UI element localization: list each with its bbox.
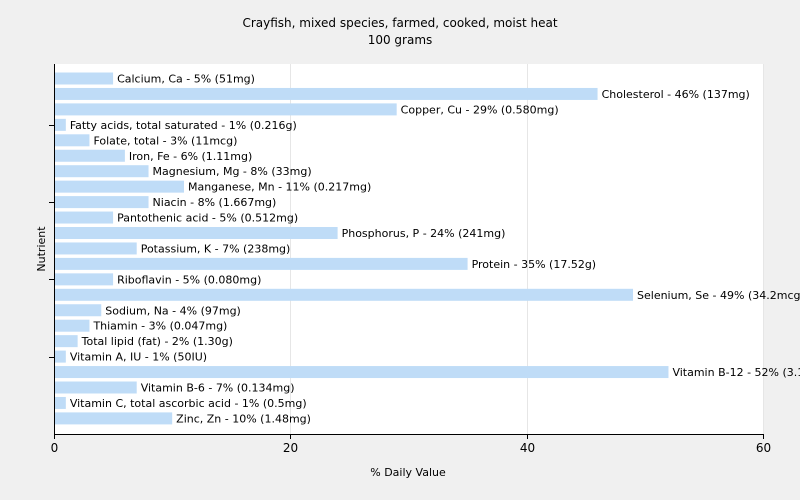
bar-label: Calcium, Ca - 5% (51mg) (117, 73, 255, 86)
bar-label: Vitamin C, total ascorbic acid - 1% (0.5… (70, 397, 307, 410)
bar-label: Iron, Fe - 6% (1.11mg) (129, 150, 252, 163)
y-axis-label: Nutrient (35, 226, 48, 272)
bar-label: Vitamin B-6 - 7% (0.134mg) (141, 382, 295, 395)
bar (55, 396, 66, 409)
bar-label: Niacin - 8% (1.667mg) (153, 196, 277, 209)
bar (55, 412, 173, 425)
x-tick-label: 20 (283, 441, 298, 455)
bar (55, 319, 90, 332)
axes: 0 20 40 60 (49, 64, 771, 455)
chart-subtitle: 100 grams (368, 33, 433, 47)
bar (55, 72, 114, 85)
bar (55, 242, 137, 255)
bar-label: Magnesium, Mg - 8% (33mg) (153, 165, 312, 178)
bar (55, 381, 137, 394)
bar (55, 288, 634, 301)
bar (55, 335, 78, 348)
bar (55, 273, 114, 286)
bar (55, 134, 90, 147)
x-tick-label: 60 (756, 441, 771, 455)
bar (55, 149, 125, 162)
bar (55, 350, 66, 363)
bar (55, 180, 184, 193)
bar (55, 304, 102, 317)
bar-label: Thiamin - 3% (0.047mg) (92, 320, 227, 333)
bar-label: Manganese, Mn - 11% (0.217mg) (188, 181, 371, 194)
bar (55, 366, 669, 379)
bar-label: Fatty acids, total saturated - 1% (0.216… (70, 119, 297, 132)
bar-label: Riboflavin - 5% (0.080mg) (117, 273, 261, 286)
x-tick-label: 40 (520, 441, 535, 455)
chart-title: Crayfish, mixed species, farmed, cooked,… (242, 16, 557, 30)
bar (55, 87, 598, 100)
bar-label: Protein - 35% (17.52g) (472, 258, 597, 271)
bar-label: Selenium, Se - 49% (34.2mcg) (637, 289, 800, 302)
bar-label: Potassium, K - 7% (238mg) (141, 242, 291, 255)
bar (55, 165, 149, 178)
bar (55, 211, 114, 224)
x-axis-label: % Daily Value (370, 466, 446, 479)
bar-label: Vitamin A, IU - 1% (50IU) (70, 351, 207, 364)
bar (55, 196, 149, 209)
x-tick-label: 0 (51, 441, 59, 455)
bar (55, 103, 397, 116)
bar (55, 118, 66, 131)
bar-label: Pantothenic acid - 5% (0.512mg) (117, 212, 298, 225)
bar (55, 257, 468, 270)
bar-label: Phosphorus, P - 24% (241mg) (342, 227, 506, 240)
bar-label: Zinc, Zn - 10% (1.48mg) (176, 412, 311, 425)
bar-label: Total lipid (fat) - 2% (1.30g) (81, 335, 233, 348)
bar (55, 227, 338, 239)
bar-label: Vitamin B-12 - 52% (3.10mcg) (672, 366, 800, 379)
bar-label: Copper, Cu - 29% (0.580mg) (401, 103, 559, 116)
bars: Calcium, Ca - 5% (51mg) Cholesterol - 46%… (55, 72, 800, 425)
bar-label: Cholesterol - 46% (137mg) (602, 88, 750, 101)
bar-label: Sodium, Na - 4% (97mg) (105, 304, 241, 317)
bar-label: Folate, total - 3% (11mcg) (93, 134, 237, 147)
